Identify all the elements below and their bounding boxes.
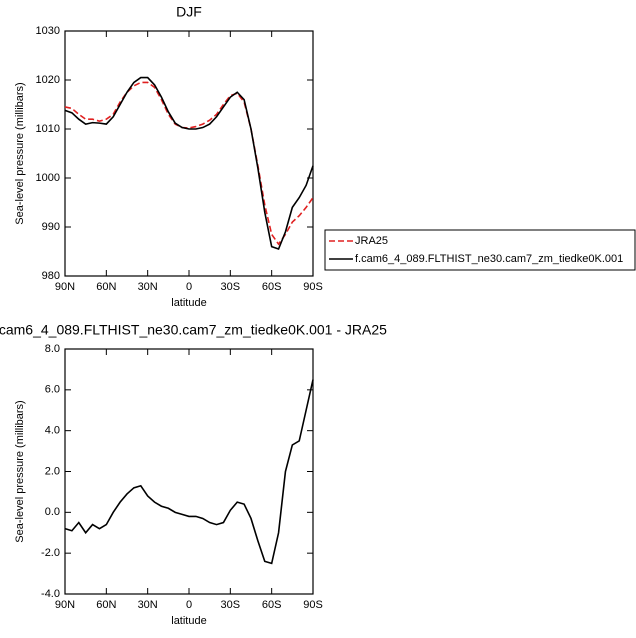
y-axis-label: Sea-level pressure (millibars) <box>14 82 26 224</box>
legend-label: JRA25 <box>355 235 388 247</box>
x-tick-label: 0 <box>186 599 192 611</box>
x-tick-label: 30S <box>221 599 241 611</box>
x-tick-label: 60N <box>96 599 116 611</box>
x-tick-label: 60N <box>96 281 116 293</box>
legend: JRA25 f.cam6_4_089.FLTHIST_ne30.cam7_zm_t… <box>324 229 636 271</box>
y-tick-label: -2.0 <box>41 547 60 559</box>
plot-frame <box>64 348 314 595</box>
x-tick-label: 0 <box>186 281 192 293</box>
x-tick-label: 30S <box>221 281 241 293</box>
y-tick-label: 980 <box>42 270 60 282</box>
x-tick-label: 60S <box>262 281 282 293</box>
legend-label: f.cam6_4_089.FLTHIST_ne30.cam7_zm_tiedke… <box>355 253 623 265</box>
y-tick-label: 990 <box>42 221 60 233</box>
legend-frame <box>324 229 636 271</box>
data-line <box>64 76 314 251</box>
x-tick-label: 90S <box>303 281 323 293</box>
y-tick-label: 4.0 <box>45 425 60 437</box>
x-tick-label: 30N <box>138 599 158 611</box>
y-tick-label: 1000 <box>36 172 60 184</box>
data-line <box>64 379 314 565</box>
x-tick-label: 60S <box>262 599 282 611</box>
x-axis-label: latitude <box>171 297 206 309</box>
y-tick-label: 2.0 <box>45 465 60 477</box>
y-tick-label: 6.0 <box>45 384 60 396</box>
y-tick-label: 1020 <box>36 74 60 86</box>
chart-title: DJF <box>176 4 202 20</box>
x-tick-label: 90N <box>55 599 75 611</box>
y-tick-label: 8.0 <box>45 343 60 355</box>
x-tick-label: 30N <box>138 281 158 293</box>
x-tick-label: 90S <box>303 599 323 611</box>
y-axis-label: Sea-level pressure (millibars) <box>14 400 26 542</box>
x-tick-label: 90N <box>55 281 75 293</box>
chart-title: f.cam6_4_089.FLTHIST_ne30.cam7_zm_tiedke… <box>0 322 387 338</box>
data-line <box>64 81 314 246</box>
y-tick-label: 1010 <box>36 123 60 135</box>
y-tick-label: -4.0 <box>41 588 60 600</box>
y-tick-label: 0.0 <box>45 506 60 518</box>
y-tick-label: 1030 <box>36 25 60 37</box>
plot-frame <box>64 30 314 277</box>
x-axis-label: latitude <box>171 615 206 627</box>
